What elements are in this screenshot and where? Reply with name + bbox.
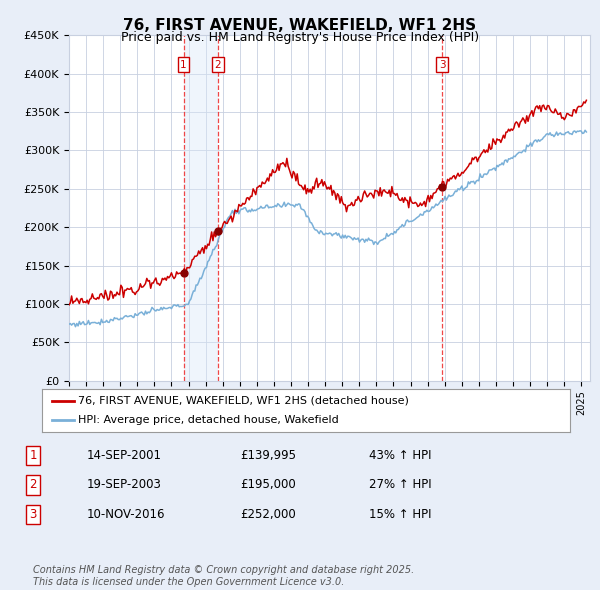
Text: 3: 3: [29, 508, 37, 521]
Text: 2: 2: [29, 478, 37, 491]
Text: 76, FIRST AVENUE, WAKEFIELD, WF1 2HS: 76, FIRST AVENUE, WAKEFIELD, WF1 2HS: [124, 18, 476, 32]
Text: 3: 3: [439, 60, 446, 70]
Text: 2: 2: [215, 60, 221, 70]
Text: 15% ↑ HPI: 15% ↑ HPI: [369, 508, 431, 521]
Text: Contains HM Land Registry data © Crown copyright and database right 2025.
This d: Contains HM Land Registry data © Crown c…: [33, 565, 414, 587]
Text: £139,995: £139,995: [240, 449, 296, 462]
Text: 19-SEP-2003: 19-SEP-2003: [87, 478, 162, 491]
Text: 43% ↑ HPI: 43% ↑ HPI: [369, 449, 431, 462]
Text: 27% ↑ HPI: 27% ↑ HPI: [369, 478, 431, 491]
Text: 14-SEP-2001: 14-SEP-2001: [87, 449, 162, 462]
Text: 1: 1: [180, 60, 187, 70]
Text: £195,000: £195,000: [240, 478, 296, 491]
Text: 10-NOV-2016: 10-NOV-2016: [87, 508, 166, 521]
Text: £252,000: £252,000: [240, 508, 296, 521]
Text: Price paid vs. HM Land Registry's House Price Index (HPI): Price paid vs. HM Land Registry's House …: [121, 31, 479, 44]
Text: 1: 1: [29, 449, 37, 462]
Text: HPI: Average price, detached house, Wakefield: HPI: Average price, detached house, Wake…: [78, 415, 338, 425]
Bar: [184, 35, 218, 381]
Text: 76, FIRST AVENUE, WAKEFIELD, WF1 2HS (detached house): 76, FIRST AVENUE, WAKEFIELD, WF1 2HS (de…: [78, 396, 409, 406]
